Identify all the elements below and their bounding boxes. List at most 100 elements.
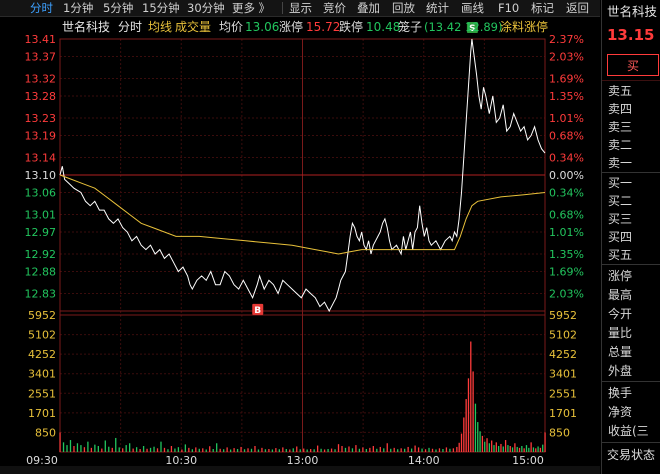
price-tick-label: 12.83 [25,287,57,300]
volume-bar [410,448,413,452]
price-tick-label: 13.37 [25,51,57,64]
buy-button[interactable]: 买 [607,54,659,76]
volume-tick-label-right: 1701 [549,407,577,420]
chart-grid [59,38,546,453]
volume-bar [202,448,204,452]
trade-marker-s [466,22,478,33]
volume-bar [170,446,173,452]
tab-1min[interactable]: 1分钟 [63,1,94,15]
price-tick-label: 12.97 [25,226,57,239]
header-stock-name: 世名科技 [62,19,110,34]
volume-bar [428,447,430,452]
volume-bar [493,445,495,452]
volume-bar [156,448,159,452]
stat-limit-up: 涨停 [608,269,633,283]
tab-intraday[interactable]: 分时 [30,1,53,15]
volume-tick-label: 850 [35,426,56,439]
f10-button[interactable]: F10 [498,1,520,15]
volume-bar [184,444,187,452]
volume-bar [212,449,214,452]
volume-bar [73,446,75,452]
back-button[interactable]: 返回 [566,1,589,15]
volume-bar [289,449,291,452]
volume-bar [327,449,329,452]
volume-bar [153,446,155,452]
price-tick-label: 13.32 [25,72,57,85]
volume-bar [271,449,274,452]
trade-markers: BS [252,22,478,316]
volume-bar [223,449,225,452]
pct-tick-label: 2.37% [549,33,584,46]
draw-line-button[interactable]: 画线 [461,1,484,15]
stat-volume-ratio: 量比 [608,326,633,340]
volume-bar [334,449,336,452]
volume-bar [181,449,183,452]
stat-net-assets: 净资 [608,405,633,419]
volume-tick-label-right: 4252 [549,348,577,361]
volume-tick-label: 3401 [28,368,56,381]
volume-bar [282,447,284,452]
volume-bar [268,449,270,452]
stat-high: 最高 [608,288,633,302]
intraday-chart[interactable]: BS 13.4113.3713.3213.2813.2313.1913.1413… [0,17,600,474]
pct-tick-label: 0.68% [549,130,584,143]
pct-tick-label: 1.69% [549,72,584,85]
volume-tick-label-right: 5952 [549,309,577,322]
legend-volume: 成交量 [175,19,211,34]
tab-30min[interactable]: 30分钟 [187,1,225,15]
bid-4: 买四 [608,230,633,244]
pct-tick-label: 1.01% [549,112,584,125]
volume-bar [216,443,218,452]
bottom-strip [0,466,600,474]
volume-bar [358,448,361,452]
volume-bar [310,449,312,452]
volume-bar [495,442,497,452]
stats-button[interactable]: 统计 [426,1,449,15]
tab-15min[interactable]: 15分钟 [142,1,180,15]
auction-button[interactable]: 竞价 [323,1,346,15]
trade-marker-b [252,303,264,315]
volume-bar [80,445,82,452]
volume-tick-label: 5102 [28,329,56,342]
overlay-button[interactable]: 叠加 [357,1,380,15]
divider [602,381,660,382]
volume-tick-label-right: 3401 [549,368,577,381]
limit-down-value: 10.48 [366,20,400,34]
display-button[interactable]: 显示 [289,1,312,15]
volume-tick-label: 2551 [28,387,56,400]
time-tick-label: 14:00 [408,454,440,467]
volume-bar [488,443,491,452]
ask-3: 卖三 [608,120,633,134]
volume-bar [458,442,460,452]
volume-bar [521,446,523,452]
volume-bar [163,447,166,452]
volume-bar [407,446,409,452]
volume-bar [504,440,507,452]
volume-bar [424,449,427,452]
volume-bar [122,448,124,452]
volume-bar [303,448,305,452]
volume-bar [337,444,340,452]
mark-button[interactable]: 标记 [531,1,554,15]
volume-bar [484,441,486,452]
volume-bar [355,445,357,452]
bid-3: 买三 [608,212,633,226]
volume-bar [511,447,514,452]
volume-bar [518,447,521,452]
volume-bar [438,448,441,452]
stat-eps: 收益(三 [608,424,649,438]
volume-bar [452,448,455,452]
stat-open: 今开 [608,307,633,321]
volume-bar [400,448,402,452]
volume-bar [87,441,89,452]
volume-tick-label-right: 850 [549,426,570,439]
side-last-price: 13.15 [607,26,655,44]
avg-price-line [59,174,546,255]
limit-up-value: 15.72 [306,20,340,34]
volume-bar [542,444,544,452]
tab-more[interactable]: 更多 》 [232,1,271,15]
volume-bar [414,445,416,452]
sector-limit-up-label: 涂料涨停 [500,19,548,34]
tab-5min[interactable]: 5分钟 [103,1,134,15]
replay-button[interactable]: 回放 [392,1,415,15]
